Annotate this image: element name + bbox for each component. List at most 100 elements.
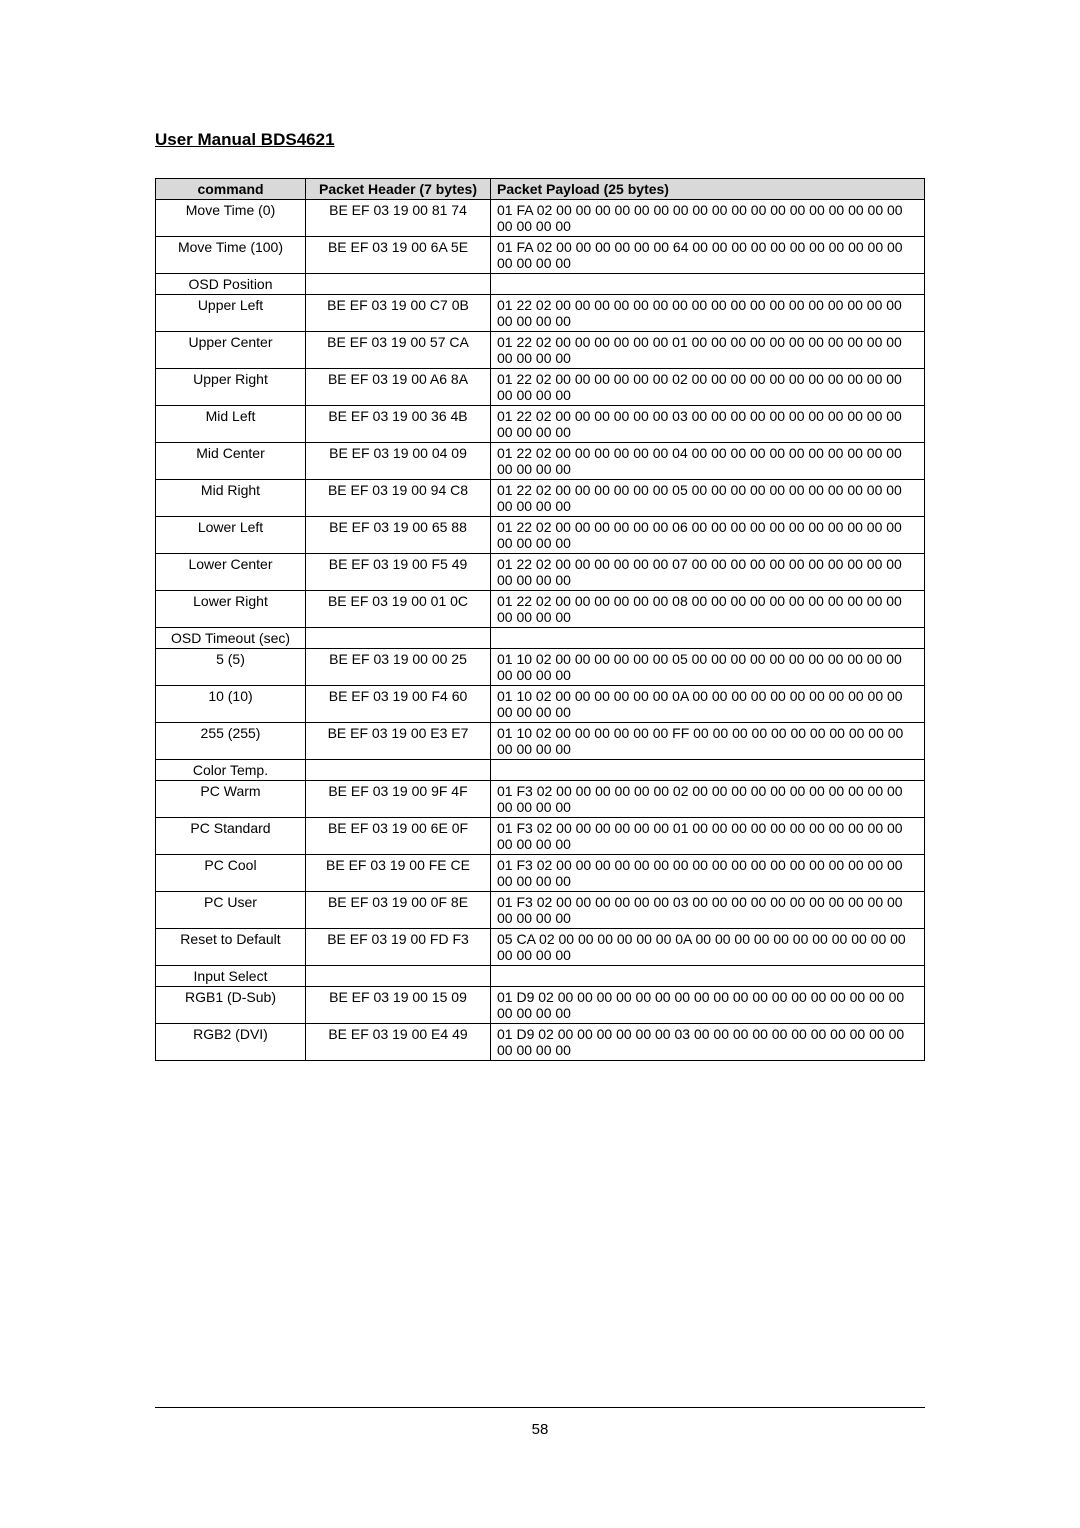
- cell-packet-payload: 01 22 02 00 00 00 00 00 00 04 00 00 00 0…: [491, 443, 925, 480]
- table-row: Lower LeftBE EF 03 19 00 65 8801 22 02 0…: [156, 517, 925, 554]
- cell-packet-payload: 01 22 02 00 00 00 00 00 00 01 00 00 00 0…: [491, 332, 925, 369]
- table-row: Reset to DefaultBE EF 03 19 00 FD F305 C…: [156, 929, 925, 966]
- cell-packet-payload: 01 F3 02 00 00 00 00 00 00 01 00 00 00 0…: [491, 818, 925, 855]
- table-row: 10 (10)BE EF 03 19 00 F4 6001 10 02 00 0…: [156, 686, 925, 723]
- table-row: Input Select: [156, 966, 925, 987]
- col-packet-payload: Packet Payload (25 bytes): [491, 179, 925, 200]
- table-header-row: command Packet Header (7 bytes) Packet P…: [156, 179, 925, 200]
- cell-packet-payload: 01 D9 02 00 00 00 00 00 00 00 00 00 00 0…: [491, 987, 925, 1024]
- cell-command: Upper Center: [156, 332, 306, 369]
- footer-divider: [155, 1407, 925, 1408]
- cell-command: Mid Center: [156, 443, 306, 480]
- table-row: OSD Position: [156, 274, 925, 295]
- cell-packet-payload: 01 22 02 00 00 00 00 00 00 07 00 00 00 0…: [491, 554, 925, 591]
- cell-command: Upper Right: [156, 369, 306, 406]
- cell-packet-header: BE EF 03 19 00 0F 8E: [306, 892, 491, 929]
- cell-packet-header: BE EF 03 19 00 65 88: [306, 517, 491, 554]
- cell-command: PC Warm: [156, 781, 306, 818]
- table-row: Mid RightBE EF 03 19 00 94 C801 22 02 00…: [156, 480, 925, 517]
- cell-command: Lower Right: [156, 591, 306, 628]
- cell-packet-payload: [491, 760, 925, 781]
- cell-packet-header: BE EF 03 19 00 6E 0F: [306, 818, 491, 855]
- cell-packet-payload: 05 CA 02 00 00 00 00 00 00 0A 00 00 00 0…: [491, 929, 925, 966]
- cell-packet-header: BE EF 03 19 00 FD F3: [306, 929, 491, 966]
- table-row: PC StandardBE EF 03 19 00 6E 0F01 F3 02 …: [156, 818, 925, 855]
- cell-packet-header: BE EF 03 19 00 9F 4F: [306, 781, 491, 818]
- col-packet-header: Packet Header (7 bytes): [306, 179, 491, 200]
- table-row: Lower RightBE EF 03 19 00 01 0C01 22 02 …: [156, 591, 925, 628]
- cell-packet-payload: [491, 274, 925, 295]
- page-number: 58: [0, 1421, 1080, 1438]
- cell-command: Move Time (0): [156, 200, 306, 237]
- table-row: Move Time (0)BE EF 03 19 00 81 7401 FA 0…: [156, 200, 925, 237]
- cell-packet-payload: 01 10 02 00 00 00 00 00 00 05 00 00 00 0…: [491, 649, 925, 686]
- cell-command: Lower Left: [156, 517, 306, 554]
- cell-packet-header: [306, 966, 491, 987]
- page-title: User Manual BDS4621: [155, 130, 925, 150]
- cell-command: Input Select: [156, 966, 306, 987]
- cell-command: Mid Left: [156, 406, 306, 443]
- cell-command: Upper Left: [156, 295, 306, 332]
- table-row: Upper RightBE EF 03 19 00 A6 8A01 22 02 …: [156, 369, 925, 406]
- cell-command: 5 (5): [156, 649, 306, 686]
- cell-packet-header: [306, 760, 491, 781]
- cell-packet-header: BE EF 03 19 00 57 CA: [306, 332, 491, 369]
- cell-packet-payload: 01 22 02 00 00 00 00 00 00 06 00 00 00 0…: [491, 517, 925, 554]
- cell-packet-payload: 01 FA 02 00 00 00 00 00 00 00 00 00 00 0…: [491, 200, 925, 237]
- cell-packet-header: [306, 274, 491, 295]
- cell-command: 10 (10): [156, 686, 306, 723]
- table-row: OSD Timeout (sec): [156, 628, 925, 649]
- cell-command: PC Standard: [156, 818, 306, 855]
- cell-packet-header: BE EF 03 19 00 94 C8: [306, 480, 491, 517]
- table-row: 255 (255)BE EF 03 19 00 E3 E701 10 02 00…: [156, 723, 925, 760]
- cell-packet-header: BE EF 03 19 00 6A 5E: [306, 237, 491, 274]
- cell-packet-payload: 01 10 02 00 00 00 00 00 00 FF 00 00 00 0…: [491, 723, 925, 760]
- cell-command: OSD Position: [156, 274, 306, 295]
- cell-command: 255 (255): [156, 723, 306, 760]
- cell-command: Move Time (100): [156, 237, 306, 274]
- cell-command: Color Temp.: [156, 760, 306, 781]
- table-row: Upper CenterBE EF 03 19 00 57 CA01 22 02…: [156, 332, 925, 369]
- cell-packet-payload: 01 22 02 00 00 00 00 00 00 08 00 00 00 0…: [491, 591, 925, 628]
- table-row: 5 (5)BE EF 03 19 00 00 2501 10 02 00 00 …: [156, 649, 925, 686]
- cell-packet-header: BE EF 03 19 00 81 74: [306, 200, 491, 237]
- cell-packet-payload: 01 F3 02 00 00 00 00 00 00 03 00 00 00 0…: [491, 892, 925, 929]
- cell-packet-payload: 01 F3 02 00 00 00 00 00 00 02 00 00 00 0…: [491, 781, 925, 818]
- cell-command: Reset to Default: [156, 929, 306, 966]
- cell-packet-payload: 01 D9 02 00 00 00 00 00 00 03 00 00 00 0…: [491, 1024, 925, 1061]
- cell-command: RGB2 (DVI): [156, 1024, 306, 1061]
- cell-packet-payload: 01 22 02 00 00 00 00 00 00 00 00 00 00 0…: [491, 295, 925, 332]
- cell-packet-payload: 01 22 02 00 00 00 00 00 00 03 00 00 00 0…: [491, 406, 925, 443]
- cell-packet-header: BE EF 03 19 00 01 0C: [306, 591, 491, 628]
- cell-packet-header: [306, 628, 491, 649]
- cell-command: RGB1 (D-Sub): [156, 987, 306, 1024]
- cell-packet-payload: 01 FA 02 00 00 00 00 00 00 64 00 00 00 0…: [491, 237, 925, 274]
- table-row: PC UserBE EF 03 19 00 0F 8E01 F3 02 00 0…: [156, 892, 925, 929]
- command-table: command Packet Header (7 bytes) Packet P…: [155, 178, 925, 1061]
- table-row: RGB1 (D-Sub)BE EF 03 19 00 15 0901 D9 02…: [156, 987, 925, 1024]
- cell-packet-header: BE EF 03 19 00 F4 60: [306, 686, 491, 723]
- cell-packet-payload: 01 22 02 00 00 00 00 00 00 02 00 00 00 0…: [491, 369, 925, 406]
- cell-packet-header: BE EF 03 19 00 E4 49: [306, 1024, 491, 1061]
- table-row: Move Time (100)BE EF 03 19 00 6A 5E01 FA…: [156, 237, 925, 274]
- table-row: Upper LeftBE EF 03 19 00 C7 0B01 22 02 0…: [156, 295, 925, 332]
- cell-packet-payload: [491, 966, 925, 987]
- cell-packet-header: BE EF 03 19 00 FE CE: [306, 855, 491, 892]
- cell-packet-payload: 01 F3 02 00 00 00 00 00 00 00 00 00 00 0…: [491, 855, 925, 892]
- table-row: Color Temp.: [156, 760, 925, 781]
- cell-packet-header: BE EF 03 19 00 A6 8A: [306, 369, 491, 406]
- col-command: command: [156, 179, 306, 200]
- cell-packet-payload: 01 10 02 00 00 00 00 00 00 0A 00 00 00 0…: [491, 686, 925, 723]
- cell-packet-payload: 01 22 02 00 00 00 00 00 00 05 00 00 00 0…: [491, 480, 925, 517]
- cell-packet-header: BE EF 03 19 00 15 09: [306, 987, 491, 1024]
- cell-packet-header: BE EF 03 19 00 04 09: [306, 443, 491, 480]
- cell-command: Lower Center: [156, 554, 306, 591]
- table-row: Mid LeftBE EF 03 19 00 36 4B01 22 02 00 …: [156, 406, 925, 443]
- table-row: RGB2 (DVI)BE EF 03 19 00 E4 4901 D9 02 0…: [156, 1024, 925, 1061]
- cell-packet-header: BE EF 03 19 00 F5 49: [306, 554, 491, 591]
- table-row: PC WarmBE EF 03 19 00 9F 4F01 F3 02 00 0…: [156, 781, 925, 818]
- table-row: Mid CenterBE EF 03 19 00 04 0901 22 02 0…: [156, 443, 925, 480]
- cell-packet-header: BE EF 03 19 00 C7 0B: [306, 295, 491, 332]
- cell-command: OSD Timeout (sec): [156, 628, 306, 649]
- table-row: PC CoolBE EF 03 19 00 FE CE01 F3 02 00 0…: [156, 855, 925, 892]
